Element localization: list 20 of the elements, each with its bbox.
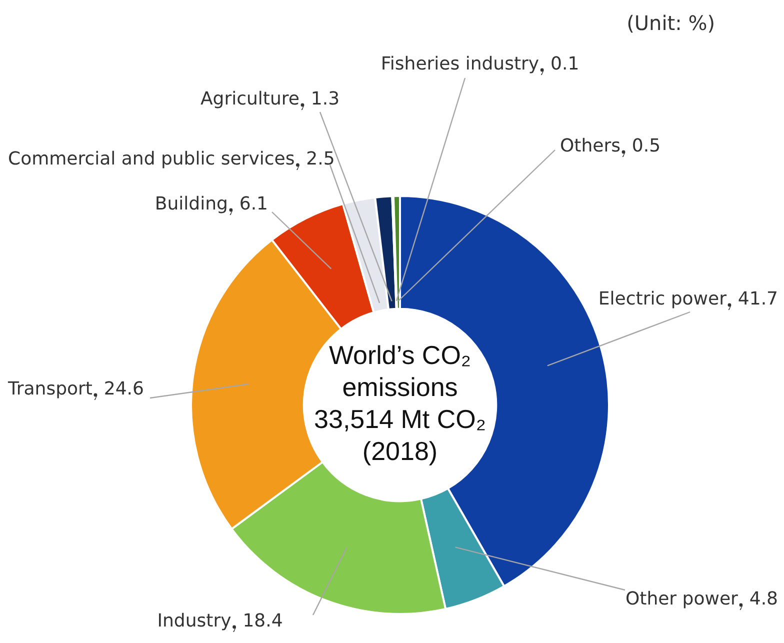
slice-label: Fisheries industry — [380, 54, 540, 75]
slice-label: Electric power — [598, 288, 728, 310]
data-label: 6.1 — [239, 194, 268, 215]
data-label: 1.3 — [310, 88, 340, 110]
data-label: 0.5 — [632, 136, 661, 157]
text: (Unit: %) — [626, 11, 715, 36]
data-label: 41.7 — [738, 288, 778, 310]
data-label: 24.6 — [104, 378, 144, 400]
data-label: 4.8 — [749, 588, 778, 610]
data-label: 2.5 — [306, 148, 335, 170]
data-label: 0.1 — [550, 54, 580, 75]
slice-label: Building — [154, 194, 228, 215]
slice-label: Industry — [157, 610, 232, 632]
slice-label: Transport — [7, 378, 92, 400]
data-label: 18.4 — [242, 610, 283, 632]
slice-label: Other power — [625, 588, 739, 610]
text: World’s CO₂ emissions 33,514 Mt CO₂ (2018) — [314, 340, 486, 466]
slice-label: Others — [560, 136, 620, 157]
slice-label: Commercial and public services — [8, 148, 295, 170]
slice-label: Agriculture — [200, 88, 300, 110]
